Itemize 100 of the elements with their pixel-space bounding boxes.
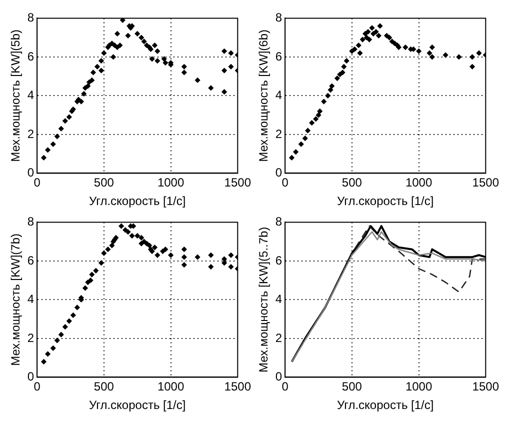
- x-tick-label: 1500: [472, 176, 500, 190]
- point: [138, 34, 144, 40]
- point: [402, 44, 408, 50]
- point: [376, 32, 382, 38]
- point: [120, 18, 126, 23]
- point: [40, 154, 47, 160]
- point: [288, 154, 295, 160]
- point: [98, 68, 104, 74]
- point: [58, 332, 64, 338]
- point: [386, 34, 392, 40]
- point: [181, 70, 187, 76]
- y-tick-label: 0: [27, 166, 34, 180]
- point: [208, 85, 214, 91]
- x-axis-title: Угл.скорость [1/c]: [89, 398, 186, 412]
- x-tick-label: 1000: [157, 380, 184, 394]
- point: [221, 68, 228, 74]
- y-tick-label: 4: [275, 88, 282, 102]
- point: [325, 92, 331, 98]
- point: [228, 64, 234, 70]
- y-tick-label: 0: [27, 370, 34, 384]
- x-axis-title: Угл.скорость [1/c]: [337, 194, 434, 208]
- point: [70, 312, 76, 318]
- point: [54, 338, 60, 344]
- point: [416, 48, 422, 54]
- point: [146, 242, 152, 248]
- point: [221, 48, 228, 54]
- y-tick-label: 4: [27, 88, 34, 102]
- point: [152, 244, 158, 250]
- point: [328, 87, 334, 93]
- point: [309, 120, 315, 126]
- point: [40, 358, 47, 364]
- y-tick-label: 4: [27, 292, 34, 306]
- y-tick-label: 2: [27, 330, 34, 345]
- point: [101, 250, 107, 256]
- point: [62, 324, 68, 330]
- point: [66, 318, 72, 324]
- x-axis-title: Угл.скорость [1/c]: [89, 194, 186, 208]
- point: [429, 54, 435, 60]
- point: [44, 351, 51, 357]
- x-tick-label: 1500: [224, 176, 252, 190]
- point: [340, 70, 346, 76]
- point: [365, 28, 371, 35]
- point: [90, 70, 96, 76]
- x-tick-label: 500: [342, 176, 362, 190]
- y-tick-label: 8: [27, 10, 34, 25]
- point: [138, 234, 144, 240]
- point: [194, 77, 200, 83]
- y-tick-label: 8: [275, 10, 282, 25]
- y-tick-label: 8: [27, 214, 34, 229]
- point: [109, 242, 115, 248]
- point: [141, 38, 147, 44]
- point: [181, 254, 187, 260]
- point: [352, 46, 358, 52]
- point: [118, 223, 124, 229]
- x-tick-label: 1000: [405, 176, 432, 190]
- point: [228, 264, 234, 270]
- point: [93, 268, 99, 274]
- point: [476, 50, 482, 56]
- point: [316, 112, 322, 118]
- point: [117, 42, 123, 48]
- point: [88, 278, 94, 284]
- point: [426, 50, 432, 56]
- point: [181, 246, 187, 252]
- point: [154, 48, 160, 54]
- point: [364, 34, 370, 40]
- y-axis-title: Мех.мощность [KW](5..7b): [256, 226, 271, 373]
- point: [74, 304, 80, 310]
- point: [469, 64, 476, 70]
- point: [125, 229, 131, 235]
- point: [321, 98, 327, 104]
- point: [228, 50, 234, 56]
- point: [329, 83, 335, 89]
- point: [125, 32, 131, 38]
- point: [305, 128, 311, 134]
- y-tick-label: 0: [275, 370, 282, 384]
- point: [341, 64, 347, 70]
- y-tick-label: 2: [275, 330, 282, 345]
- point: [82, 285, 88, 291]
- y-tick-label: 2: [27, 126, 34, 141]
- y-tick-label: 6: [275, 253, 282, 268]
- point: [129, 232, 135, 239]
- point: [161, 56, 167, 62]
- point: [89, 77, 95, 83]
- point: [429, 44, 435, 50]
- point: [298, 141, 304, 147]
- point: [50, 141, 56, 147]
- point: [228, 252, 234, 258]
- point: [101, 50, 107, 56]
- point: [98, 260, 104, 266]
- point: [292, 149, 299, 155]
- y-tick-label: 8: [275, 214, 282, 229]
- point: [62, 118, 68, 124]
- point: [366, 36, 372, 42]
- point: [58, 126, 64, 132]
- y-tick-label: 6: [275, 49, 282, 64]
- point: [94, 64, 100, 70]
- x-tick-label: 1500: [472, 380, 500, 394]
- point: [221, 89, 228, 95]
- point: [208, 252, 214, 258]
- point: [154, 252, 160, 258]
